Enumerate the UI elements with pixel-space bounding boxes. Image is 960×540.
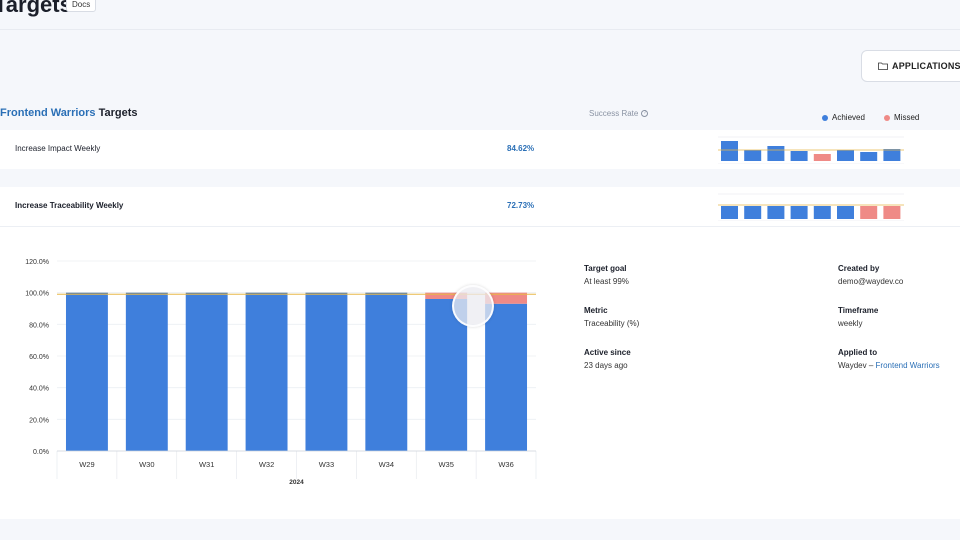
y-tick-label: 60.0% bbox=[29, 354, 49, 361]
bar-missed[interactable] bbox=[485, 292, 528, 304]
bar-cap bbox=[245, 292, 288, 295]
top-bar: Targets Docs bbox=[0, 0, 960, 30]
y-tick-label: 100.0% bbox=[25, 291, 49, 298]
sparkline-bar-achieved[interactable] bbox=[813, 206, 831, 219]
target-sparkline bbox=[718, 193, 904, 221]
bar-missed[interactable] bbox=[425, 292, 468, 299]
target-sparkline bbox=[718, 136, 904, 164]
timeframe-label: Timeframe bbox=[838, 306, 879, 315]
divider bbox=[0, 226, 960, 227]
applied-to-label: Applied to bbox=[838, 348, 878, 357]
achieved-dot-icon bbox=[822, 114, 828, 121]
timeframe-value: weekly bbox=[838, 319, 863, 328]
page-title: Targets bbox=[0, 0, 72, 17]
applied-to-org: Waydev bbox=[838, 361, 867, 370]
sparkline-bar-achieved[interactable] bbox=[860, 152, 878, 161]
sparkline-bar-missed[interactable] bbox=[813, 154, 831, 161]
target-name: Increase Impact Weekly bbox=[15, 144, 101, 153]
applications-filter-label: APPLICATIONS:W bbox=[892, 61, 960, 71]
active-since-value: 23 days ago bbox=[584, 361, 628, 370]
sparkline-bar-achieved[interactable] bbox=[767, 146, 785, 161]
missed-dot-icon bbox=[884, 114, 890, 121]
created-by-label: Created by bbox=[838, 264, 880, 273]
target-row[interactable]: Increase Traceability Weekly 72.73% bbox=[0, 187, 960, 226]
y-tick-label: 80.0% bbox=[29, 322, 49, 329]
sparkline-bar-achieved[interactable] bbox=[721, 206, 738, 219]
team-name: Frontend Warriors bbox=[0, 107, 96, 119]
applied-to-value: Waydev – Frontend Warriors bbox=[838, 361, 940, 370]
bar-cap bbox=[125, 292, 168, 295]
metric-value: Traceability (%) bbox=[584, 319, 640, 328]
bar-achieved[interactable] bbox=[485, 303, 528, 451]
sparkline-bar-achieved[interactable] bbox=[790, 206, 808, 219]
active-since-label: Active since bbox=[584, 348, 631, 357]
success-rate-label: Success Rate bbox=[589, 109, 639, 118]
x-tick-label: W33 bbox=[319, 460, 334, 469]
docs-button[interactable]: Docs bbox=[66, 0, 97, 12]
x-tick-label: W31 bbox=[199, 460, 214, 469]
legend-achieved: Achieved bbox=[822, 113, 865, 122]
sparkline-bar-achieved[interactable] bbox=[744, 150, 762, 161]
folder-icon bbox=[878, 62, 888, 70]
applications-filter-button[interactable]: APPLICATIONS:W bbox=[861, 50, 960, 82]
bar-cap bbox=[305, 292, 348, 295]
target-success-rate: 72.73% bbox=[507, 201, 535, 210]
applied-to-team-link[interactable]: Frontend Warriors bbox=[875, 361, 940, 370]
sparkline-bar-achieved[interactable] bbox=[721, 141, 738, 161]
bar-achieved[interactable] bbox=[425, 299, 468, 451]
target-goal-label: Target goal bbox=[584, 264, 627, 273]
bar-achieved[interactable] bbox=[245, 294, 288, 451]
sparkline-bar-achieved[interactable] bbox=[767, 206, 785, 219]
sparkline-bar-missed[interactable] bbox=[883, 206, 901, 219]
x-tick-label: W36 bbox=[498, 460, 513, 469]
y-tick-label: 20.0% bbox=[29, 417, 49, 424]
x-tick-label: W29 bbox=[79, 460, 94, 469]
target-history-chart: 120.0% 100.0% 80.0% 60.0% 40.0% 20.0% 0.0% W29 W… bbox=[25, 259, 537, 486]
sparkline-bar-achieved[interactable] bbox=[837, 206, 854, 219]
sparkline-bar-missed[interactable] bbox=[860, 206, 878, 219]
metric-label: Metric bbox=[584, 306, 608, 315]
legend-missed: Missed bbox=[884, 113, 919, 122]
bar-cap bbox=[65, 292, 108, 295]
y-tick-label: 40.0% bbox=[29, 386, 49, 393]
section-title-suffix: Targets bbox=[95, 107, 138, 119]
bar-achieved[interactable] bbox=[185, 294, 228, 451]
info-icon[interactable]: ? bbox=[641, 110, 649, 117]
x-tick-label: W34 bbox=[379, 460, 394, 469]
sparkline-bar-achieved[interactable] bbox=[744, 206, 762, 219]
target-row[interactable]: Increase Impact Weekly 84.62% bbox=[0, 130, 960, 169]
bar-achieved[interactable] bbox=[305, 294, 348, 451]
target-success-rate: 84.62% bbox=[507, 144, 535, 153]
bar-achieved[interactable] bbox=[125, 294, 168, 451]
x-tick-label: W32 bbox=[259, 460, 274, 469]
target-goal-value: At least 99% bbox=[584, 277, 629, 286]
bar-cap bbox=[185, 292, 228, 295]
bar-cap bbox=[365, 292, 408, 295]
sparkline-bar-achieved[interactable] bbox=[883, 149, 901, 161]
target-name: Increase Traceability Weekly bbox=[15, 201, 124, 210]
bar-achieved[interactable] bbox=[65, 294, 108, 451]
sparkline-bar-achieved[interactable] bbox=[790, 151, 808, 161]
x-tick-label: W35 bbox=[438, 460, 453, 469]
sparkline-bar-achieved[interactable] bbox=[837, 150, 854, 161]
x-axis-title: 2024 bbox=[289, 479, 304, 486]
x-tick-label: W30 bbox=[139, 460, 154, 469]
applied-to-separator: – bbox=[866, 361, 876, 370]
section-title: Frontend Warriors Targets bbox=[0, 107, 138, 119]
success-rate-header: Success Rate ? bbox=[589, 109, 649, 118]
y-tick-label: 0.0% bbox=[33, 449, 49, 456]
bar-achieved[interactable] bbox=[365, 294, 408, 451]
y-tick-label: 120.0% bbox=[25, 259, 49, 266]
created-by-value: demo@waydev.co bbox=[838, 277, 904, 286]
legend-missed-label: Missed bbox=[894, 113, 920, 122]
legend-achieved-label: Achieved bbox=[832, 113, 865, 122]
cursor-highlight bbox=[452, 285, 494, 327]
